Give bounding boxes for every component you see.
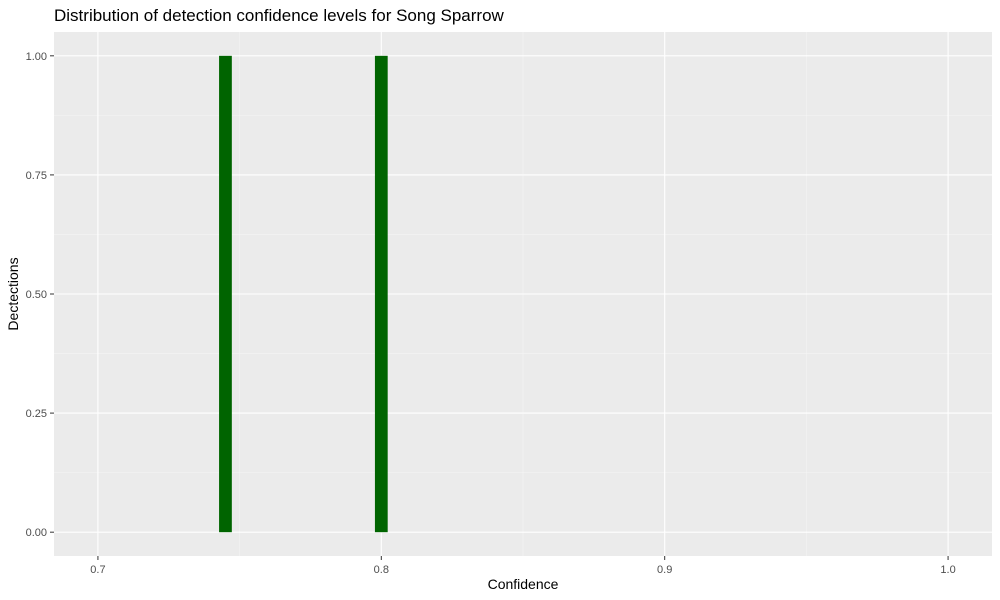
histogram-bar [374,55,388,533]
x-tick-label: 0.8 [374,564,389,576]
y-axis: 0.00 0.25 0.50 0.75 1.00 [26,51,54,539]
x-tick-label: 0.7 [90,564,105,576]
x-tick-label: 0.9 [657,564,672,576]
y-tick-label: 0.00 [26,527,47,539]
x-axis: 0.7 0.8 0.9 1.0 [90,556,956,576]
y-tick-label: 0.25 [26,408,47,420]
bars [219,55,388,533]
x-tick-label: 1.0 [940,564,955,576]
histogram-bar [219,55,232,533]
y-axis-title: Dectections [5,257,21,330]
y-tick-label: 0.50 [26,289,47,301]
x-axis-title: Confidence [488,576,559,592]
y-tick-label: 0.75 [26,170,47,182]
y-tick-label: 1.00 [26,51,47,63]
chart-title: Distribution of detection confidence lev… [54,6,505,25]
